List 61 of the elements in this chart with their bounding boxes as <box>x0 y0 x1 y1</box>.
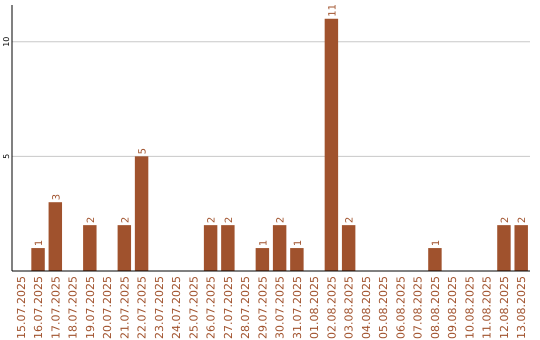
y-tick-label: 10 <box>2 36 11 47</box>
x-tick-label: 10.08.2025 <box>463 276 476 339</box>
data-label: 2 <box>500 216 511 224</box>
x-tick-label: 29.07.2025 <box>256 276 270 339</box>
x-tick-label: 22.07.2025 <box>136 276 149 339</box>
x-tick-label: 16.07.2025 <box>32 276 46 339</box>
x-tick-label: 07.08.2025 <box>412 276 425 339</box>
x-tick-label: 21.07.2025 <box>118 276 132 339</box>
bar <box>290 248 304 271</box>
x-tick-label: 15.07.2025 <box>14 276 28 339</box>
x-tick-label: 11.08.2025 <box>480 276 494 339</box>
x-tick-label: 02.08.2025 <box>325 276 338 339</box>
bar <box>31 248 45 271</box>
bar <box>342 225 356 271</box>
x-tick-label: 13.08.2025 <box>515 276 528 339</box>
x-tick-label: 01.08.2025 <box>308 276 322 339</box>
bar <box>272 225 286 271</box>
bar <box>134 156 148 271</box>
data-label: 1 <box>292 240 304 246</box>
x-tick-label: 17.07.2025 <box>49 276 62 339</box>
data-label: 2 <box>517 216 528 224</box>
data-label: 1 <box>34 240 46 246</box>
bar <box>83 225 97 271</box>
x-tick-label: 08.08.2025 <box>428 276 442 339</box>
x-tick-label: 31.07.2025 <box>290 276 304 339</box>
data-label: 3 <box>51 194 62 200</box>
bar <box>428 248 442 271</box>
bar <box>221 225 235 271</box>
x-tick-label: 06.08.2025 <box>394 276 408 339</box>
x-tick-label: 03.08.2025 <box>342 276 356 339</box>
x-tick-label: 28.07.2025 <box>239 276 252 339</box>
x-tick-label: 20.07.2025 <box>101 276 114 339</box>
x-tick-label: 27.07.2025 <box>222 276 235 339</box>
data-label: 2 <box>224 216 235 224</box>
bar <box>204 225 218 271</box>
x-tick-label: 23.07.2025 <box>152 276 166 339</box>
x-tick-label: 05.08.2025 <box>377 276 390 339</box>
x-tick-label: 12.08.2025 <box>498 276 511 339</box>
data-label: 2 <box>120 216 132 224</box>
data-label: 1 <box>430 240 442 246</box>
x-tick-label: 19.07.2025 <box>84 276 97 339</box>
data-label: 2 <box>344 216 356 224</box>
data-label: 2 <box>206 216 218 224</box>
x-tick-label: 04.08.2025 <box>360 276 373 339</box>
data-label: 11 <box>327 4 338 17</box>
x-tick-label: 26.07.2025 <box>204 276 218 339</box>
data-label: 5 <box>138 148 149 154</box>
data-label: 2 <box>86 216 97 224</box>
data-label: 2 <box>276 216 287 224</box>
bar <box>48 202 62 271</box>
bar <box>324 18 338 271</box>
bar <box>118 225 132 271</box>
x-tick-label: 18.07.2025 <box>66 276 80 339</box>
x-tick-label: 24.07.2025 <box>170 276 184 339</box>
data-label: 1 <box>258 240 270 246</box>
x-tick-label: 09.08.2025 <box>446 276 460 339</box>
x-tick-label: 30.07.2025 <box>274 276 287 339</box>
bar <box>514 225 528 271</box>
bar <box>497 225 511 271</box>
bar <box>256 248 270 271</box>
x-tick-label: 25.07.2025 <box>187 276 200 339</box>
